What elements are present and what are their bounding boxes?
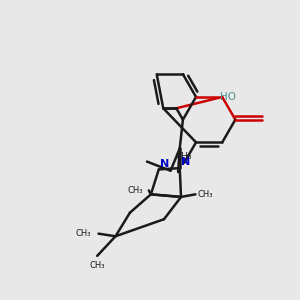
- Text: CH₃: CH₃: [76, 229, 91, 238]
- Text: CH₃: CH₃: [176, 152, 193, 161]
- Text: N: N: [181, 157, 190, 166]
- Text: CH₃: CH₃: [89, 261, 105, 270]
- Text: CH₃: CH₃: [128, 186, 143, 195]
- Text: HO: HO: [220, 92, 236, 102]
- Text: N: N: [160, 159, 169, 169]
- Text: CH₃: CH₃: [197, 190, 212, 199]
